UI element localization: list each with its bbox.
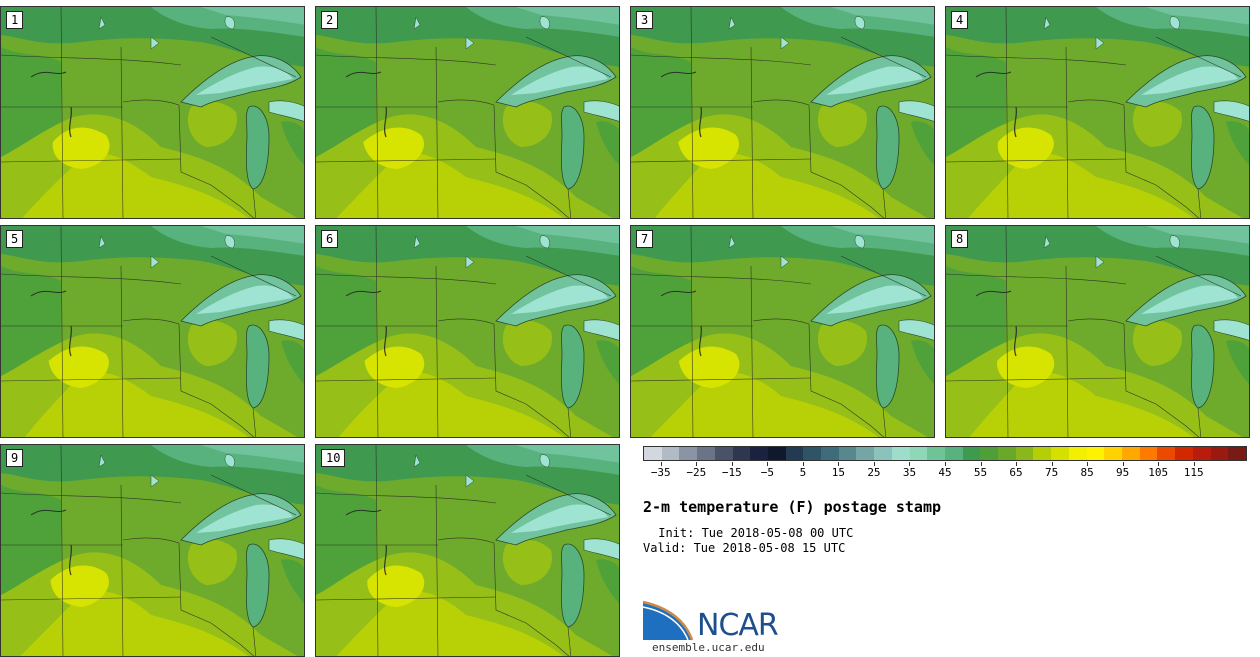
colorbar-swatch — [732, 447, 751, 460]
colorbar-tick-label: 105 — [1148, 466, 1169, 479]
colorbar-swatch — [821, 447, 839, 460]
member-label: 5 — [6, 230, 24, 248]
colorbar-tick-mark — [1158, 462, 1160, 466]
postage-stamp-map: 8 — [945, 225, 1250, 438]
website-url: ensemble.ucar.edu — [652, 641, 765, 654]
postage-stamp-map: 10 — [315, 444, 620, 657]
colorbar-swatch — [1033, 447, 1052, 460]
colorbar-swatch — [803, 447, 822, 460]
postage-stamp-map: 7 — [630, 225, 935, 438]
colorbar-ticks: −35 −25 −15 −5 5 15 25 35 45 55 65 75 85 95 105 115 — [643, 462, 1247, 482]
colorbar-swatch — [767, 447, 786, 460]
colorbar-tick-mark — [1087, 462, 1089, 466]
colorbar-tick-label: 45 — [938, 466, 952, 479]
member-label: 2 — [321, 11, 339, 29]
colorbar-tick-label: 5 — [799, 466, 807, 479]
figure-title: 2-m temperature (F) postage stamp — [643, 498, 942, 516]
colorbar-swatch — [1157, 447, 1176, 460]
colorbar-swatch — [1228, 447, 1246, 460]
colorbar-swatch — [891, 447, 910, 460]
colorbar-tick-mark — [873, 462, 875, 466]
colorbar-swatch — [1051, 447, 1069, 460]
colorbar-swatch — [980, 447, 999, 460]
colorbar-swatch — [856, 447, 875, 460]
colorbar-tick-mark — [660, 462, 662, 466]
colorbar-tick-mark — [1122, 462, 1124, 466]
colorbar-swatch — [661, 447, 680, 460]
valid-time: Valid: Tue 2018-05-08 15 UTC — [643, 541, 846, 555]
postage-stamp-map: 1 — [0, 6, 305, 219]
colorbar-swatch — [714, 447, 733, 460]
colorbar-swatch — [750, 447, 768, 460]
colorbar-tick-mark — [1051, 462, 1053, 466]
postage-stamp-map: 2 — [315, 6, 620, 219]
colorbar-tick-label: −35 — [650, 466, 671, 479]
colorbar-tick-label: 25 — [867, 466, 881, 479]
member-label: 7 — [636, 230, 654, 248]
member-label: 4 — [951, 11, 969, 29]
colorbar-tick-label: −15 — [721, 466, 742, 479]
colorbar-tick-mark — [1016, 462, 1018, 466]
colorbar — [643, 446, 1247, 461]
postage-stamp-map: 6 — [315, 225, 620, 438]
colorbar-tick-label: 55 — [973, 466, 988, 479]
ncar-logo-icon — [642, 600, 694, 641]
colorbar-tick-mark — [696, 462, 698, 466]
colorbar-swatch — [962, 447, 981, 460]
postage-stamp-map: 4 — [945, 6, 1250, 219]
init-time: Init: Tue 2018-05-08 00 UTC — [651, 526, 854, 540]
colorbar-swatch — [838, 447, 857, 460]
colorbar-tick-mark — [802, 462, 804, 466]
colorbar-swatch — [1192, 447, 1211, 460]
member-label: 10 — [321, 449, 346, 467]
colorbar-tick-label: 75 — [1044, 466, 1059, 479]
colorbar-tick-label: 115 — [1183, 466, 1204, 479]
member-label: 6 — [321, 230, 339, 248]
colorbar-swatch — [1086, 447, 1105, 460]
colorbar-tick-label: 65 — [1009, 466, 1023, 479]
postage-stamp-map: 9 — [0, 444, 305, 657]
colorbar-tick-label: 95 — [1116, 466, 1130, 479]
colorbar-swatch — [785, 447, 804, 460]
colorbar-swatch — [679, 447, 698, 460]
colorbar-swatch — [998, 447, 1016, 460]
colorbar-tick-mark — [838, 462, 840, 466]
colorbar-tick-mark — [731, 462, 733, 466]
colorbar-tick-label: 35 — [902, 466, 917, 479]
colorbar-swatch — [944, 447, 963, 460]
colorbar-tick-mark — [980, 462, 982, 466]
colorbar-swatch — [697, 447, 715, 460]
ncar-logo-text: NCAR — [697, 608, 779, 643]
colorbar-swatch — [909, 447, 928, 460]
colorbar-swatch — [927, 447, 945, 460]
colorbar-swatch — [874, 447, 892, 460]
colorbar-swatch — [1175, 447, 1193, 460]
colorbar-swatch — [1015, 447, 1034, 460]
colorbar-tick-mark — [767, 462, 769, 466]
postage-stamp-map: 3 — [630, 6, 935, 219]
member-label: 1 — [6, 11, 24, 29]
colorbar-swatch — [1121, 447, 1140, 460]
colorbar-tick-label: −5 — [760, 466, 774, 479]
colorbar-tick-label: 85 — [1080, 466, 1094, 479]
colorbar-tick-label: 15 — [831, 466, 846, 479]
colorbar-swatch — [1139, 447, 1158, 460]
postage-stamp-map: 5 — [0, 225, 305, 438]
colorbar-swatch — [1210, 447, 1229, 460]
colorbar-swatch — [1104, 447, 1122, 460]
colorbar-swatch — [1068, 447, 1087, 460]
colorbar-tick-mark — [1193, 462, 1195, 466]
colorbar-tick-label: −25 — [686, 466, 707, 479]
member-label: 3 — [636, 11, 654, 29]
colorbar-tick-mark — [909, 462, 911, 466]
colorbar-tick-mark — [945, 462, 946, 466]
member-label: 9 — [6, 449, 24, 467]
member-label: 8 — [951, 230, 969, 248]
colorbar-swatch — [644, 447, 662, 460]
